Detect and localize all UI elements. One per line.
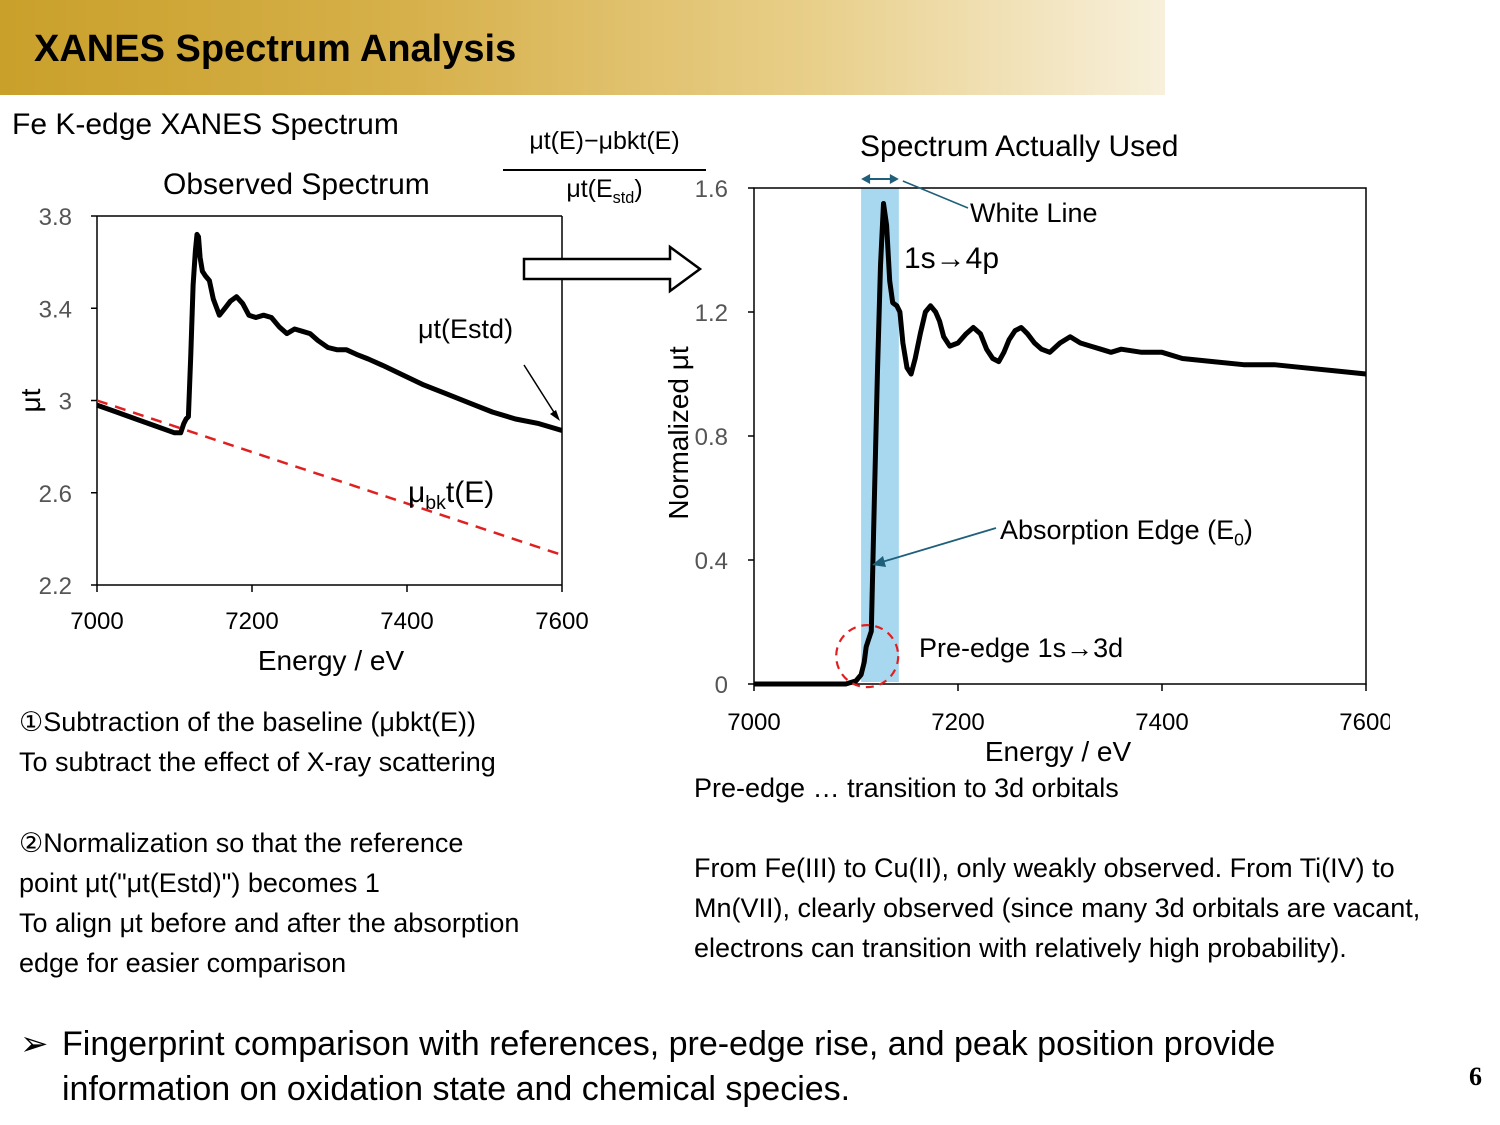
right-heading: Spectrum Actually Used [860,130,1179,163]
estd-pointer-arrow [523,364,558,418]
x-tick-label: 7600 [1339,709,1390,736]
formula-numerator: μt(E)−μbkt(E) [529,127,680,155]
y-tick-label: 2.2 [39,573,72,600]
observed-spectrum-chart: 7000 7200 7400 7600 2.2 2.6 3 3.4 3.8 Energy / eV… [15,204,589,676]
step1-line2: To subtract the effect of X-ray scatteri… [19,747,496,777]
left-heading: Fe K-edge XANES Spectrum [12,108,399,141]
x-tick-label: 7400 [380,608,433,635]
normalized-spectrum-chart: 7000 7200 7400 7600 0 0.4 0.8 1.2 1.6 Energy / eV… [663,174,1390,767]
x-tick-label: 7200 [931,709,984,736]
preedge-label: Pre-edge 1s→3d [919,633,1124,663]
conclusion-bullet: ➢ Fingerprint comparison with references… [20,1022,1440,1112]
formula-denominator: μt(Estd) [566,175,643,207]
y-tick-label: 0.8 [695,424,728,451]
absorption-edge-arrowhead-icon [872,556,886,567]
x-tick-label: 7600 [535,608,588,635]
y-tick-label: 3.4 [39,296,72,323]
preedge-circle [835,624,900,689]
absorption-edge-label: Absorption Edge (E0) [1000,515,1253,550]
absorption-edge-pointer [881,527,997,563]
transform-arrow-icon [522,244,703,294]
y-axis-title: Normalized μt [663,346,694,520]
title-bar [0,0,1165,95]
step2-line2: point μt("μt(Estd)") becomes 1 [19,868,380,898]
preedge-note: Pre-edge … transition to 3d orbitals [694,773,1119,803]
x-axis-title: Energy / eV [258,645,405,676]
y-tick-label: 3 [59,389,72,416]
baseline-line [96,399,563,557]
step2-note: ②Normalization so that the reference poi… [19,823,649,983]
formula-bar [503,169,706,171]
normalized-spectrum-line [754,201,1367,687]
oxidation-note: From Fe(III) to Cu(II), only weakly obse… [694,853,1421,963]
x-tick-label: 7000 [727,709,780,736]
observed-label: Observed Spectrum [163,168,430,201]
x-tick-label: 7000 [70,608,123,635]
bullet-arrow-icon: ➢ [20,1025,49,1063]
baseline-label: μbkt(E) [408,476,495,514]
step2-line1: ②Normalization so that the reference [19,828,464,858]
y-tick-label: 1.2 [695,300,728,327]
slide-title: XANES Spectrum Analysis [34,28,517,70]
y-tick-label: 1.6 [695,176,728,203]
x-axis-title: Energy / eV [985,736,1132,767]
arrow-right-head-icon [889,174,899,184]
plot-frame [753,187,1367,685]
x-tick-label: 7200 [225,608,278,635]
y-tick-label: 0.4 [695,548,728,575]
page-number: 6 [1469,1062,1482,1091]
white-line-pointer [902,180,969,209]
x-tick-label: 7400 [1135,709,1188,736]
arrow-left-head-icon [861,174,871,184]
y-axis-title: μt [15,388,46,412]
estd-pointer-head-icon [550,410,560,421]
transition-label: 1s→4p [904,242,1000,275]
step2-line3: To align μt before and after the absorpt… [19,908,520,938]
step1-note: ①Subtraction of the baseline (μbkt(E)) T… [19,702,639,782]
step2-line4: edge for easier comparison [19,948,347,978]
conclusion-text: Fingerprint comparison with references, … [62,1025,1276,1108]
observed-spectrum-line [96,231,563,436]
white-line-label: White Line [970,198,1098,228]
y-tick-label: 0 [715,672,728,699]
y-tick-label: 3.8 [39,204,72,231]
estd-label: μt(Estd) [418,314,514,344]
y-tick-label: 2.6 [39,481,72,508]
step1-line1: ①Subtraction of the baseline (μbkt(E)) [19,707,476,737]
